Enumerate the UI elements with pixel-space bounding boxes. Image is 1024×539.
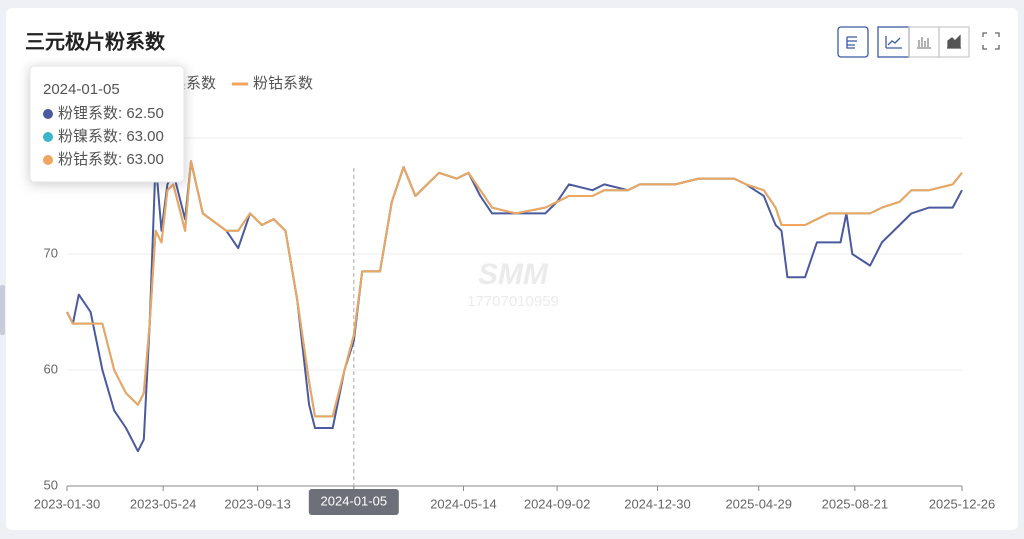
legend-label: 粉钴系数 (253, 75, 313, 92)
x-tick-label: 2024-12-30 (624, 496, 691, 511)
data-icon (846, 36, 857, 49)
watermark: 17707010959 (467, 293, 559, 310)
x-tick-label: 2025-04-29 (725, 496, 792, 511)
tooltip-line: 粉镍系数: 63.00 (58, 127, 164, 145)
watermark: SMM (478, 258, 549, 291)
area-icon (947, 34, 961, 49)
tooltip-box (29, 65, 185, 183)
data-button[interactable] (837, 26, 869, 58)
y-tick-label: 50 (44, 477, 58, 492)
tooltip-line: 粉锂系数: 62.50 (58, 105, 164, 122)
series-line (66, 160, 963, 418)
line-icon (885, 36, 902, 49)
crosshair-label-box (308, 489, 399, 515)
tooltip-dot (43, 109, 53, 119)
chart-title: 三元极片粉系数 (25, 29, 166, 53)
y-tick-label: 70 (44, 245, 58, 260)
x-tick-label: 2023-09-13 (224, 496, 291, 511)
x-tick-label: 2023-05-24 (130, 496, 197, 511)
fullscreen-button[interactable] (982, 32, 1000, 50)
x-tick-label: 2024-05-14 (430, 496, 497, 511)
toolbar (837, 26, 1000, 58)
x-tick-label: 2025-12-26 (929, 496, 996, 511)
area-button[interactable] (938, 26, 970, 58)
x-tick-label: 2023-01-30 (34, 496, 101, 511)
crosshair-label: 2024-01-05 (321, 493, 388, 508)
y-tick-label: 60 (44, 361, 58, 376)
tooltip-dot (43, 155, 53, 165)
bar-icon (917, 37, 931, 49)
tooltip-title: 2024-01-05 (43, 81, 120, 98)
x-tick-label: 2025-08-21 (822, 496, 889, 511)
tooltip-line: 粉钴系数: 63.00 (58, 151, 164, 168)
tooltip-dot (43, 132, 53, 142)
x-tick-label: 2024-09-02 (524, 496, 591, 511)
tooltip: 2024-01-05 粉锂系数: 62.50 粉镍系数: 63.00 粉钴系数: 63… (29, 65, 185, 183)
side-tab[interactable] (0, 285, 5, 335)
